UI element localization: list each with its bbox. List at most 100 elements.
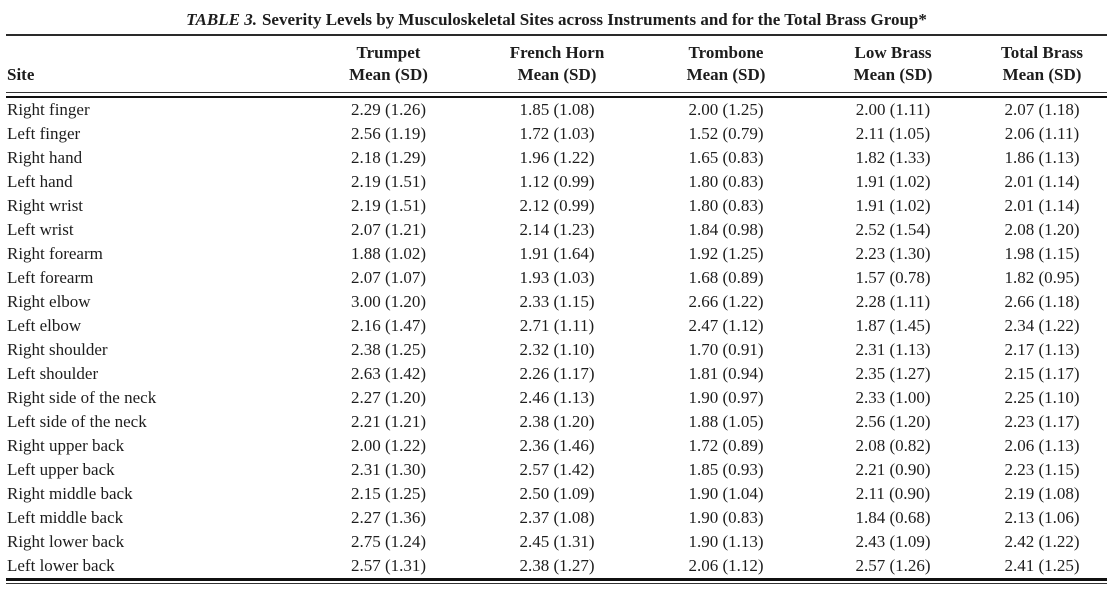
value-cell: 2.00 (1.22): [350, 435, 427, 455]
value-cell: 1.92 (1.25): [688, 243, 764, 263]
rule-top: [6, 34, 1107, 36]
value-cell: 1.91 (1.02): [855, 171, 931, 191]
value-cell: 2.21 (1.21): [350, 411, 427, 431]
value-cell: 2.13 (1.06): [1004, 507, 1080, 527]
col-header-french-horn-label: French Horn: [509, 43, 605, 62]
value-cell: 1.72 (0.89): [688, 435, 764, 455]
value-cell: 2.00 (1.11): [855, 99, 931, 119]
value-cell: 2.33 (1.15): [519, 291, 595, 311]
col-header-french-horn: French Horn Mean (SD): [471, 36, 643, 92]
value-cell: 2.12 (0.99): [519, 195, 595, 215]
value-cell: 2.45 (1.31): [519, 531, 595, 551]
site-cell: Right elbow: [7, 291, 91, 311]
value-cell: 1.93 (1.03): [519, 267, 595, 287]
value-cell: 1.87 (1.45): [855, 315, 931, 335]
table-row: Left wrist 2.07 (1.21) 2.14 (1.23) 1.84 …: [6, 218, 1107, 242]
value-cell: 2.00 (1.25): [688, 99, 764, 119]
value-cell: 1.90 (1.04): [688, 483, 764, 503]
value-cell: 2.01 (1.14): [1004, 171, 1080, 191]
value-cell: 1.80 (0.83): [688, 195, 764, 215]
value-cell: 2.29 (1.26): [350, 99, 427, 119]
site-cell: Right upper back: [7, 435, 125, 455]
table-row: Left hand 2.19 (1.51) 1.12 (0.99) 1.80 (…: [6, 170, 1107, 194]
value-cell: 1.72 (1.03): [519, 123, 595, 143]
col-header-low-brass-label: Low Brass: [854, 43, 932, 62]
value-cell: 1.88 (1.05): [688, 411, 764, 431]
value-cell: 2.42 (1.22): [1004, 531, 1080, 551]
value-cell: 2.07 (1.07): [350, 267, 427, 287]
value-cell: 1.70 (0.91): [688, 339, 764, 359]
site-cell: Left hand: [7, 171, 73, 191]
value-cell: 2.28 (1.11): [855, 291, 931, 311]
col-header-trumpet-label: Trumpet: [356, 43, 421, 62]
value-cell: 2.23 (1.17): [1004, 411, 1080, 431]
value-cell: 1.68 (0.89): [688, 267, 764, 287]
site-cell: Left upper back: [7, 459, 115, 479]
site-cell: Left finger: [7, 123, 81, 143]
value-cell: 2.23 (1.15): [1004, 459, 1080, 479]
site-cell: Right hand: [7, 147, 83, 167]
value-cell: 2.14 (1.23): [519, 219, 595, 239]
header-row: Site Trumpet Mean (SD) French Horn Mean …: [6, 36, 1107, 92]
value-cell: 2.17 (1.13): [1004, 339, 1080, 359]
rule-bottom: [6, 577, 1107, 584]
value-cell: 2.36 (1.46): [519, 435, 595, 455]
value-cell: 2.15 (1.25): [350, 483, 427, 503]
site-cell: Right shoulder: [7, 339, 108, 359]
value-cell: 1.96 (1.22): [519, 147, 595, 167]
value-cell: 2.06 (1.12): [688, 555, 764, 575]
col-header-french-horn-sub: Mean (SD): [517, 65, 597, 84]
value-cell: 2.43 (1.09): [855, 531, 931, 551]
col-header-site-label: Site: [7, 65, 35, 84]
col-header-total-brass: Total Brass Mean (SD): [977, 36, 1107, 92]
table-row: Right hand 2.18 (1.29) 1.96 (1.22) 1.65 …: [6, 146, 1107, 170]
value-cell: 2.66 (1.22): [688, 291, 764, 311]
value-cell: 2.07 (1.18): [1004, 99, 1080, 119]
table-title: TABLE 3. Severity Levels by Musculoskelet…: [6, 6, 1107, 34]
value-cell: 2.01 (1.14): [1004, 195, 1080, 215]
col-header-total-brass-label: Total Brass: [1000, 43, 1084, 62]
value-cell: 1.82 (1.33): [855, 147, 931, 167]
value-cell: 1.85 (0.93): [688, 459, 764, 479]
value-cell: 2.32 (1.10): [519, 339, 595, 359]
table-row: Left forearm 2.07 (1.07) 1.93 (1.03) 1.6…: [6, 266, 1107, 290]
table-row: Left shoulder 2.63 (1.42) 2.26 (1.17) 1.…: [6, 362, 1107, 386]
value-cell: 2.06 (1.13): [1004, 435, 1080, 455]
site-cell: Right middle back: [7, 483, 133, 503]
site-cell: Left lower back: [7, 555, 115, 575]
value-cell: 1.65 (0.83): [688, 147, 764, 167]
value-cell: 1.80 (0.83): [688, 171, 764, 191]
value-cell: 2.31 (1.13): [855, 339, 931, 359]
table-row: Right finger 2.29 (1.26) 1.85 (1.08) 2.0…: [6, 98, 1107, 122]
value-cell: 2.37 (1.08): [519, 507, 595, 527]
value-cell: 2.56 (1.20): [855, 411, 931, 431]
table-number-label: TABLE 3.: [186, 10, 257, 29]
site-cell: Right forearm: [7, 243, 103, 263]
table-row: Right elbow 3.00 (1.20) 2.33 (1.15) 2.66…: [6, 290, 1107, 314]
value-cell: 1.84 (0.98): [688, 219, 764, 239]
col-header-total-brass-sub: Mean (SD): [1002, 65, 1082, 84]
table-row: Right side of the neck 2.27 (1.20) 2.46 …: [6, 386, 1107, 410]
value-cell: 2.35 (1.27): [855, 363, 931, 383]
value-cell: 2.57 (1.26): [855, 555, 931, 575]
value-cell: 2.08 (1.20): [1004, 219, 1080, 239]
value-cell: 2.33 (1.00): [855, 387, 931, 407]
rule-header-separator: [6, 92, 1107, 98]
data-table: Right finger 2.29 (1.26) 1.85 (1.08) 2.0…: [6, 98, 1107, 578]
value-cell: 2.26 (1.17): [519, 363, 595, 383]
value-cell: 1.90 (0.97): [688, 387, 764, 407]
site-cell: Left side of the neck: [7, 411, 147, 431]
table-row: Right upper back 2.00 (1.22) 2.36 (1.46)…: [6, 434, 1107, 458]
value-cell: 2.52 (1.54): [855, 219, 931, 239]
value-cell: 2.71 (1.11): [519, 315, 595, 335]
value-cell: 2.19 (1.51): [350, 195, 427, 215]
value-cell: 2.41 (1.25): [1004, 555, 1080, 575]
table-row: Right wrist 2.19 (1.51) 2.12 (0.99) 1.80…: [6, 194, 1107, 218]
value-cell: 2.11 (1.05): [855, 123, 931, 143]
value-cell: 2.23 (1.30): [855, 243, 931, 263]
col-header-trombone-label: Trombone: [688, 43, 764, 62]
site-cell: Left forearm: [7, 267, 94, 287]
value-cell: 2.11 (0.90): [855, 483, 931, 503]
value-cell: 2.38 (1.20): [519, 411, 595, 431]
